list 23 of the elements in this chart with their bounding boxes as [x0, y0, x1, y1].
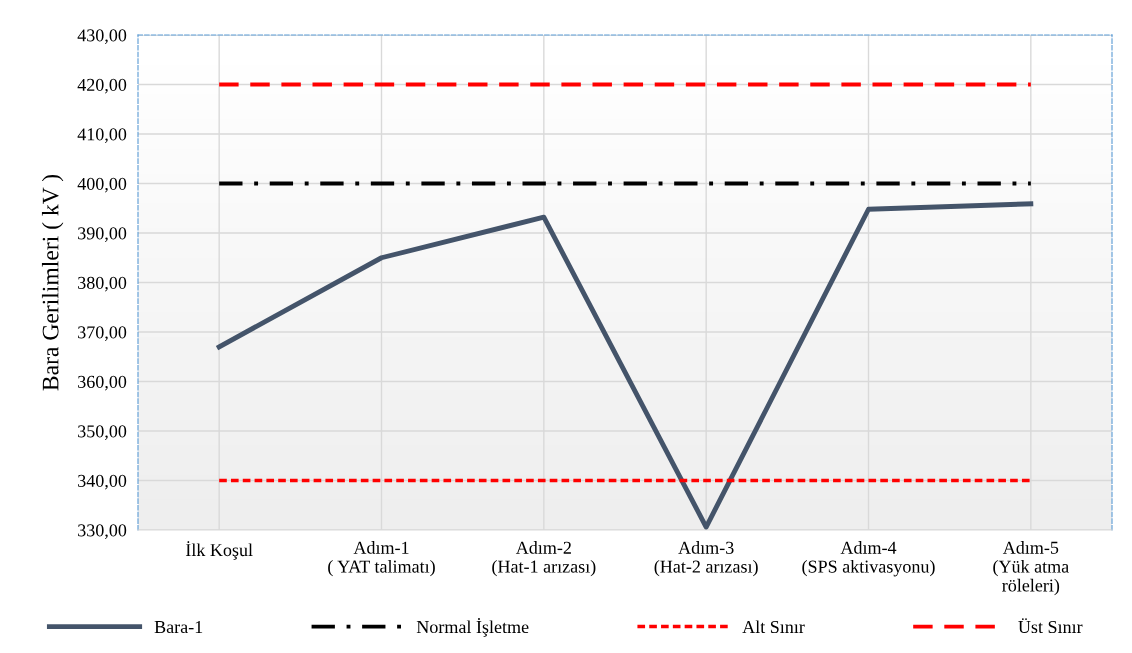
y-tick-label: 420,00 — [77, 78, 127, 94]
legend-label: Normal İşletme — [416, 618, 529, 637]
x-tick-label: Adım-1 ( YAT talimatı) — [328, 541, 435, 577]
y-tick-label: 370,00 — [78, 326, 127, 342]
y-tick-label: 380,00 — [78, 276, 127, 292]
x-tick-label: Adım-2 (Hat-1 arızası) — [492, 541, 596, 577]
y-tick-label: 390,00 — [78, 227, 127, 243]
x-tick-label: Adım-5 (Yük atma röleleri) — [993, 541, 1069, 596]
y-tick-label: 350,00 — [78, 425, 127, 441]
line-series — [216, 201, 1034, 530]
x-tick-label: Adım-3 (Hat-2 arızası) — [654, 541, 758, 577]
x-tick-label: İlk Koşul — [185, 541, 253, 560]
y-tick-label: 330,00 — [78, 524, 127, 540]
y-tick-label: 430,00 — [77, 29, 127, 45]
y-tick-label: 360,00 — [78, 375, 127, 391]
legend-label: Bara-1 — [154, 620, 203, 634]
y-axis-title: Bara Gerilimleri ( kV ) — [41, 174, 64, 391]
x-tick-label: Adım-4 (SPS aktivasyonu) — [802, 541, 935, 577]
y-tick-label: 410,00 — [77, 128, 127, 144]
legend-label: Üst Sınır — [1018, 618, 1083, 634]
y-tick-label: 400,00 — [77, 177, 127, 193]
y-tick-label: 340,00 — [78, 474, 127, 490]
legend-label: Alt Sınır — [742, 620, 805, 634]
